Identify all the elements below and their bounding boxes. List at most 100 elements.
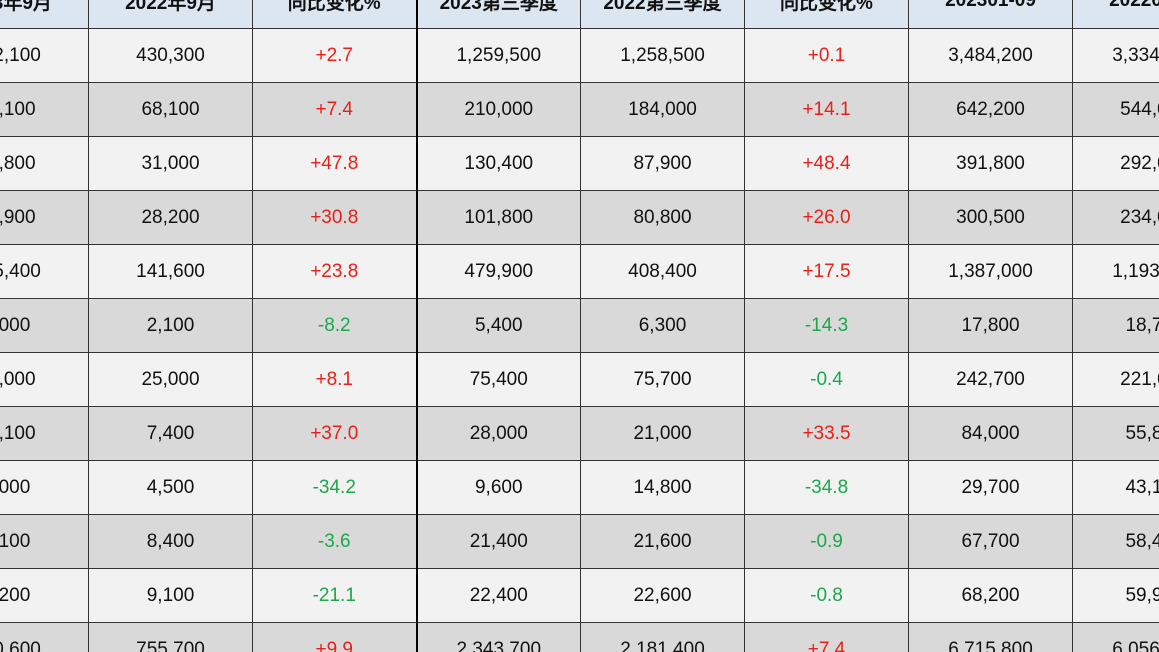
table-row: 3,0004,500-34.29,60014,800-34.829,70043,… (0, 460, 1159, 515)
cell-month-2023: 830,600 (0, 622, 89, 652)
cell-q3-2023: 9,600 (415, 460, 581, 515)
table-row: 442,100430,300+2.71,259,5001,258,500+0.1… (0, 28, 1159, 83)
cell-ytd-2022: 3,334,000 (1072, 28, 1159, 83)
cell-q3-2022: 14,800 (580, 460, 745, 515)
cell-q3-2023: 479,900 (415, 244, 581, 299)
cell-month-yoy: +7.4 (252, 82, 417, 137)
cell-ytd-2022: 234,000 (1072, 190, 1159, 245)
cell-month-2022: 141,600 (88, 244, 253, 299)
table-row: 45,80031,000+47.8130,40087,900+48.4391,8… (0, 136, 1159, 191)
cell-q3-2023: 130,400 (415, 136, 581, 191)
cell-month-2023: 3,000 (0, 460, 89, 515)
cell-ytd-2022: 544,000 (1072, 82, 1159, 137)
cell-ytd-2022: 55,800 (1072, 406, 1159, 461)
cell-q3-yoy: -34.8 (744, 460, 909, 515)
cell-q3-2023: 75,400 (415, 352, 581, 407)
cell-month-2023: 45,800 (0, 136, 89, 191)
cell-month-2022: 430,300 (88, 28, 253, 83)
cell-ytd-2023: 17,800 (908, 298, 1073, 353)
header-month-2022: 2022年9月 (88, 0, 253, 29)
cell-ytd-2022: 18,700 (1072, 298, 1159, 353)
cell-q3-yoy: +33.5 (744, 406, 909, 461)
cell-month-2023: 2,000 (0, 298, 89, 353)
cell-ytd-2022: 292,000 (1072, 136, 1159, 191)
cell-ytd-2023: 642,200 (908, 82, 1073, 137)
cell-month-2022: 31,000 (88, 136, 253, 191)
cell-q3-yoy: +14.1 (744, 82, 909, 137)
cell-q3-2023: 2,343,700 (415, 622, 581, 652)
cell-q3-yoy: +0.1 (744, 28, 909, 83)
table-body: 442,100430,300+2.71,259,5001,258,500+0.1… (0, 28, 1159, 652)
table-row: 27,00025,000+8.175,40075,700-0.4242,7002… (0, 352, 1159, 407)
cell-ytd-2022: 221,000 (1072, 352, 1159, 407)
header-q3-2022: 2022第三季度 (580, 0, 745, 29)
cell-month-2022: 755,700 (88, 622, 253, 652)
cell-q3-2023: 22,400 (415, 568, 581, 623)
table-row: 10,1007,400+37.028,00021,000+33.584,0005… (0, 406, 1159, 461)
cell-month-2023: 10,100 (0, 406, 89, 461)
cell-q3-2022: 408,400 (580, 244, 745, 299)
cell-month-2023: 175,400 (0, 244, 89, 299)
cell-ytd-2022: 1,193,000 (1072, 244, 1159, 299)
header-q3-2023: 2023第三季度 (415, 0, 581, 29)
cell-month-2023: 73,100 (0, 82, 89, 137)
cell-q3-2023: 28,000 (415, 406, 581, 461)
cell-month-yoy: -34.2 (252, 460, 417, 515)
cell-month-2022: 9,100 (88, 568, 253, 623)
cell-ytd-2022: 6,056,000 (1072, 622, 1159, 652)
header-ytd-2023: 202301-09 (908, 0, 1073, 29)
cell-month-yoy: -8.2 (252, 298, 417, 353)
header-month-yoy: 同比变化% (252, 0, 417, 29)
cell-q3-yoy: +26.0 (744, 190, 909, 245)
cell-q3-yoy: -0.8 (744, 568, 909, 623)
cell-q3-2022: 21,600 (580, 514, 745, 569)
cell-ytd-2023: 242,700 (908, 352, 1073, 407)
cell-q3-2022: 1,258,500 (580, 28, 745, 83)
cell-month-yoy: -3.6 (252, 514, 417, 569)
cell-ytd-2023: 300,500 (908, 190, 1073, 245)
cell-month-2022: 2,100 (88, 298, 253, 353)
cell-ytd-2022: 58,400 (1072, 514, 1159, 569)
table-row: 73,10068,100+7.4210,000184,000+14.1642,2… (0, 82, 1159, 137)
cell-ytd-2023: 67,700 (908, 514, 1073, 569)
cell-month-2023: 8,100 (0, 514, 89, 569)
table-row: 830,600755,700+9.92,343,7002,181,400+7.4… (0, 622, 1159, 652)
cell-q3-2022: 2,181,400 (580, 622, 745, 652)
cell-month-yoy: +23.8 (252, 244, 417, 299)
cell-month-yoy: +30.8 (252, 190, 417, 245)
cell-month-yoy: +8.1 (252, 352, 417, 407)
cell-month-2023: 36,900 (0, 190, 89, 245)
cell-q3-2023: 1,259,500 (415, 28, 581, 83)
cell-q3-2022: 21,000 (580, 406, 745, 461)
cell-ytd-2023: 391,800 (908, 136, 1073, 191)
cell-ytd-2022: 59,900 (1072, 568, 1159, 623)
cell-q3-2023: 21,400 (415, 514, 581, 569)
cell-ytd-2023: 84,000 (908, 406, 1073, 461)
cell-q3-yoy: +7.4 (744, 622, 909, 652)
cell-month-2022: 68,100 (88, 82, 253, 137)
cell-q3-2022: 6,300 (580, 298, 745, 353)
cell-month-yoy: +2.7 (252, 28, 417, 83)
cell-ytd-2023: 3,484,200 (908, 28, 1073, 83)
cell-month-yoy: +9.9 (252, 622, 417, 652)
cell-month-2022: 7,400 (88, 406, 253, 461)
cell-month-2023: 27,000 (0, 352, 89, 407)
cell-month-yoy: -21.1 (252, 568, 417, 623)
header-ytd-2022: 202201-09 (1072, 0, 1159, 29)
cell-ytd-2023: 6,715,800 (908, 622, 1073, 652)
table-row: 2,0002,100-8.25,4006,300-14.317,80018,70… (0, 298, 1159, 353)
cell-q3-2022: 184,000 (580, 82, 745, 137)
cell-q3-2022: 87,900 (580, 136, 745, 191)
header-month-2023: 2023年9月 (0, 0, 89, 29)
cell-ytd-2023: 68,200 (908, 568, 1073, 623)
cell-q3-yoy: -0.9 (744, 514, 909, 569)
table-row: 7,2009,100-21.122,40022,600-0.868,20059,… (0, 568, 1159, 623)
table-row: 36,90028,200+30.8101,80080,800+26.0300,5… (0, 190, 1159, 245)
cell-ytd-2023: 29,700 (908, 460, 1073, 515)
cell-ytd-2023: 1,387,000 (908, 244, 1073, 299)
cell-q3-2023: 5,400 (415, 298, 581, 353)
cell-month-2023: 442,100 (0, 28, 89, 83)
cell-q3-2022: 22,600 (580, 568, 745, 623)
